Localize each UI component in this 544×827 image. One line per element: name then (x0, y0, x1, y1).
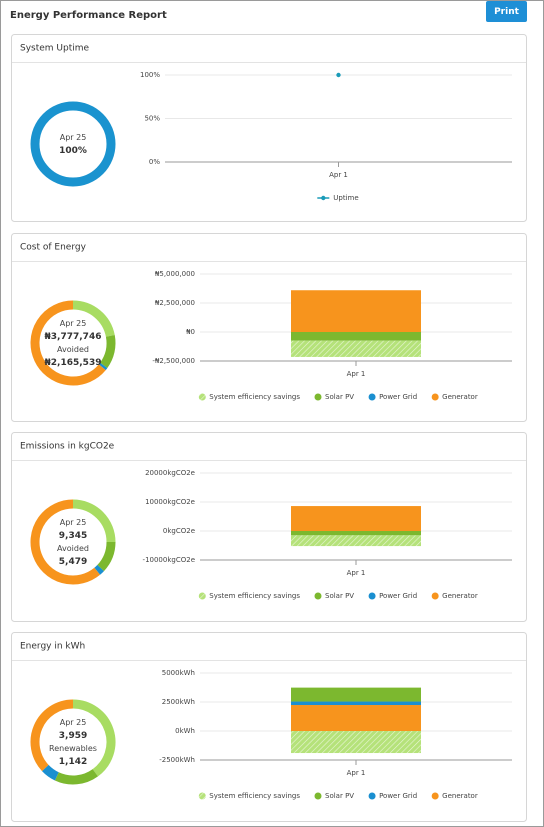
legend-label: Generator (442, 792, 478, 800)
bar-segment (291, 290, 421, 332)
donut-center-label: Avoided (57, 544, 89, 553)
legend-marker (321, 195, 326, 201)
donut-segment (54, 768, 98, 785)
page-title: Energy Performance Report (10, 10, 167, 21)
donut-segment (30, 101, 116, 187)
y-tick-label: -2500kWh (159, 756, 195, 764)
x-tick-label: Apr 1 (347, 569, 366, 577)
legend-label: Generator (442, 592, 478, 600)
legend-label: System efficiency savings (209, 393, 300, 401)
legend-marker (368, 393, 376, 401)
card (11, 632, 527, 822)
legend-marker (314, 393, 322, 401)
legend-label: System efficiency savings (209, 592, 300, 600)
donut-center-label: ₦2,165,539 (45, 358, 102, 368)
y-tick-label: ₦2,500,000 (155, 299, 195, 307)
y-tick-label: -10000kgCO2e (143, 556, 195, 564)
legend-label: System efficiency savings (209, 792, 300, 800)
legend-marker (198, 393, 206, 401)
print-button[interactable] (486, 1, 527, 22)
donut-center-label: 100% (59, 146, 87, 156)
bar-segment (291, 332, 421, 341)
bar-segment (291, 731, 421, 754)
y-tick-label: 5000kWh (162, 669, 195, 677)
card (11, 34, 527, 222)
y-tick-label: 0kWh (175, 727, 195, 735)
donut-center-label: Apr 25 (60, 718, 87, 727)
donut-center-label: Apr 25 (60, 518, 87, 527)
card-title: Emissions in kgCO2e (20, 442, 115, 452)
legend: Uptime (317, 194, 359, 202)
legend-label: Power Grid (379, 792, 417, 800)
donut-segment (42, 764, 59, 781)
donut-center-label: 5,479 (59, 557, 87, 567)
donut-center-label: 3,959 (59, 731, 87, 741)
donut-center-label: 1,142 (59, 757, 87, 767)
legend-label: Uptime (333, 194, 358, 202)
donut-center-label: Renewables (49, 744, 97, 753)
x-tick-label: Apr 1 (347, 769, 366, 777)
x-tick-label: Apr 1 (347, 370, 366, 378)
x-tick-label: Apr 1 (329, 171, 348, 179)
donut-center-label: Avoided (57, 345, 89, 354)
bar-segment (291, 701, 421, 706)
y-tick-label: 0% (149, 158, 160, 166)
legend-marker (431, 792, 439, 800)
y-tick-label: 100% (140, 71, 160, 79)
donut-center-label: Apr 25 (60, 133, 87, 142)
bar-segment (291, 687, 421, 702)
donut-center-label: ₦3,777,746 (45, 332, 102, 342)
legend: System efficiency savings Solar PV Power G… (198, 393, 478, 401)
y-tick-label: 20000kgCO2e (145, 469, 195, 477)
donut-segment (72, 300, 115, 337)
y-tick-label: -₦2,500,000 (152, 357, 195, 365)
legend-marker (198, 592, 206, 600)
legend-marker (431, 592, 439, 600)
y-tick-label: ₦5,000,000 (155, 270, 195, 278)
y-tick-label: 50% (144, 115, 160, 123)
legend-marker (198, 792, 206, 800)
donut-center-label: Apr 25 (60, 319, 87, 328)
card-title: Energy in kWh (20, 642, 85, 652)
bar-segment (291, 535, 421, 547)
bar-segment (291, 340, 421, 357)
donut-segment (30, 300, 106, 386)
donut-segment (72, 499, 116, 543)
legend-marker (314, 792, 322, 800)
bar-segment (291, 506, 421, 531)
donut-segment (98, 362, 108, 371)
legend: System efficiency savings Solar PV Power G… (198, 592, 478, 600)
legend-marker (368, 792, 376, 800)
print-button-label[interactable]: Print (494, 7, 520, 17)
legend-marker (431, 393, 439, 401)
legend: System efficiency savings Solar PV Power G… (198, 792, 478, 800)
bar-segment (291, 531, 421, 536)
line-point (336, 72, 341, 78)
card-title: System Uptime (20, 44, 90, 54)
legend-label: Generator (442, 393, 478, 401)
legend-label: Solar PV (325, 592, 354, 600)
y-tick-label: ₦0 (186, 328, 195, 336)
donut-center-label: 9,345 (59, 531, 87, 541)
legend-label: Power Grid (379, 592, 417, 600)
donut-segment (99, 335, 116, 368)
legend-marker (368, 592, 376, 600)
donut-segment (72, 699, 116, 777)
bar-segment (291, 705, 421, 731)
y-tick-label: 2500kWh (162, 698, 195, 706)
legend-label: Solar PV (325, 393, 354, 401)
card (11, 233, 527, 422)
card (11, 432, 527, 622)
donut-segment (30, 499, 101, 585)
legend-label: Solar PV (325, 792, 354, 800)
card-title: Cost of Energy (20, 243, 87, 253)
y-tick-label: 10000kgCO2e (145, 498, 195, 506)
donut-segment (30, 699, 74, 772)
donut-segment (97, 541, 116, 572)
donut-segment (94, 564, 104, 575)
y-tick-label: 0kgCO2e (163, 527, 195, 535)
legend-label: Power Grid (379, 393, 417, 401)
legend-marker (314, 592, 322, 600)
